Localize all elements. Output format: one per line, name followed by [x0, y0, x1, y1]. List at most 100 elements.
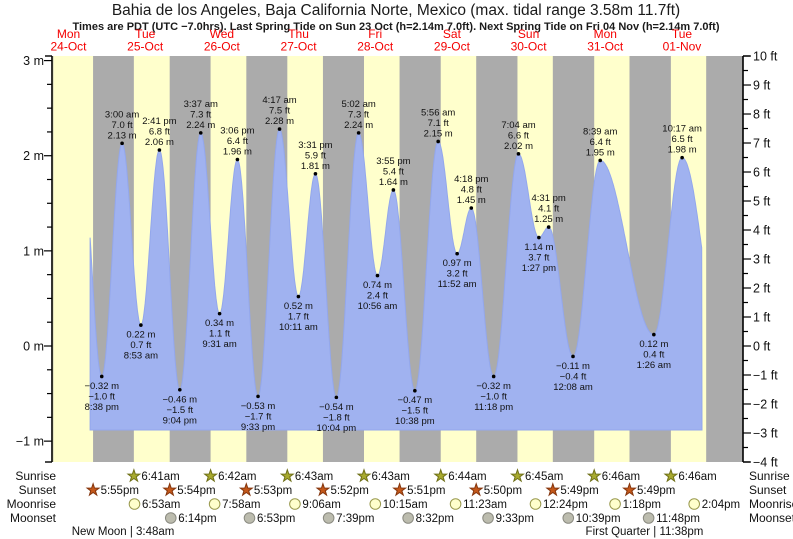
- moon-phase-label: First Quarter | 11:38pm: [586, 526, 704, 538]
- y-tick-label-m: 0 m: [23, 340, 44, 354]
- tide-extreme-dot: [217, 311, 222, 316]
- tide-annotation-high: 4:18 pm 4.8 ft 1.45 m: [454, 174, 488, 206]
- sunset-star-icon: [622, 482, 637, 497]
- tide-annotation-high: 4:17 am 7.5 ft 2.28 m: [262, 95, 296, 127]
- y-tick-label-ft: −1 ft: [753, 368, 778, 382]
- sunrise-time: 6:45am: [525, 471, 563, 483]
- moonrise-circle-icon: [449, 498, 462, 510]
- moonrise-time: 10:15am: [383, 499, 428, 511]
- tide-extreme-dot: [120, 141, 124, 146]
- row-label-left-sunrise: Sunrise: [15, 469, 56, 483]
- sunset-time: 5:53pm: [254, 485, 292, 497]
- axes: 3 m 2 m 1 m 0 m −1 m 10 ft 9 ft 8 ft 7 ft 6 ft 5 f…: [16, 50, 778, 470]
- sunrise-time: 6:42am: [218, 471, 256, 483]
- tide-extreme-dot: [652, 332, 656, 337]
- tide-extreme-dot: [356, 131, 361, 135]
- moonrise-circle-icon: [289, 498, 301, 510]
- sunset-star-icon: [392, 482, 408, 497]
- tide-extreme-dot: [139, 323, 143, 327]
- tide-annotation-low: −0.53 m −1.7 ft 9:33 pm: [241, 401, 276, 433]
- day-label: Fri 28-Oct: [357, 27, 394, 54]
- sunset-star-icon: [162, 482, 178, 497]
- sunrise-time: 6:43am: [295, 471, 333, 483]
- tide-annotation-high: 3:55 pm 5.4 ft 1.64 m: [376, 156, 410, 188]
- sunset-star-icon: [468, 482, 484, 497]
- tide-annotation-high: 3:37 am 7.3 ft 2.24 m: [184, 99, 218, 131]
- tide-extreme-dot: [455, 251, 459, 256]
- moonset-time: 10:39pm: [576, 513, 621, 525]
- tide-extreme-dot: [277, 127, 282, 131]
- moonrise-circle-icon: [529, 498, 542, 510]
- y-tick-label-m: 1 m: [23, 244, 44, 258]
- sunset-star-icon: [315, 482, 331, 497]
- sunset-time: 5:51pm: [407, 485, 445, 497]
- day-label: Mon 31-Oct: [587, 27, 624, 54]
- day-label: Tue 01-Nov: [663, 27, 702, 54]
- day-labels: Mon 24-Oct Tue 25-Oct Wed 26-Oct Thu 27-Oct Fri 2…: [50, 27, 701, 54]
- tide-extreme-dot: [391, 188, 396, 192]
- tide-extreme-dot: [546, 225, 551, 229]
- moonrise-time: 7:58am: [222, 499, 260, 511]
- tide-extreme-dot: [491, 374, 496, 379]
- chart-subtitle: Times are PDT (UTC −7.0hrs). Last Spring…: [72, 21, 719, 33]
- day-label: Mon 24-Oct: [50, 27, 87, 54]
- chart-title: Bahia de los Angeles, Baja California No…: [112, 2, 680, 19]
- moonset-time: 9:33pm: [496, 513, 534, 525]
- y-tick-label-ft: 0 ft: [753, 340, 771, 354]
- sunrise-star-icon: [663, 468, 679, 483]
- tide-extreme-dot: [313, 171, 318, 176]
- tide-annotation-high: 4:31 pm 4.1 ft 1.25 m: [532, 193, 566, 225]
- moonrise-time: 1:18pm: [623, 499, 661, 511]
- moonrise-circle-icon: [208, 498, 221, 510]
- sunset-time: 5:54pm: [177, 485, 215, 497]
- y-tick-label-ft: 9 ft: [753, 79, 771, 93]
- moonset-time: 6:53pm: [257, 513, 295, 525]
- tide-annotation-high: 5:02 am 7.3 ft 2.24 m: [341, 99, 375, 131]
- moonset-circle-icon: [562, 512, 575, 524]
- sunrise-time: 6:46am: [678, 471, 716, 483]
- tide-extreme-dot: [436, 139, 440, 144]
- y-tick-label-ft: 3 ft: [753, 253, 771, 267]
- moonrise-circle-icon: [128, 498, 141, 510]
- moonrise-circle-icon: [609, 498, 621, 510]
- moonset-circle-icon: [402, 512, 414, 524]
- tide-annotation-low: 1.14 m 3.7 ft 1:27 pm: [522, 242, 556, 274]
- y-tick-label-m: 3 m: [23, 54, 44, 68]
- row-label-right-moonset: Moonset: [749, 511, 793, 525]
- tide-extreme-dot: [99, 374, 104, 379]
- tide-extreme-dot: [537, 235, 541, 240]
- sunrise-time: 6:46am: [602, 471, 640, 483]
- sunset-star-icon: [85, 482, 101, 497]
- tide-extreme-dot: [198, 131, 203, 135]
- tide-extreme-dot: [375, 273, 380, 278]
- row-label-left-moonrise: Moonrise: [7, 497, 57, 511]
- tide-annotation-low: 0.97 m 3.2 ft 11:52 am: [438, 258, 477, 290]
- moonrise-time: 2:04pm: [702, 499, 740, 511]
- moonrise-time: 9:06am: [302, 499, 340, 511]
- tide-extreme-dot: [598, 158, 603, 163]
- sunrise-time: 6:41am: [141, 471, 179, 483]
- sunrise-star-icon: [356, 468, 372, 483]
- tide-annotation-low: −0.54 m −1.8 ft 10:04 pm: [317, 402, 357, 434]
- sunrise-star-icon: [586, 468, 602, 483]
- moonset-time: 11:48pm: [656, 513, 700, 525]
- tide-extreme-dot: [178, 387, 182, 392]
- day-label: Thu 27-Oct: [281, 27, 318, 54]
- y-tick-label-m: −1 m: [16, 435, 44, 449]
- sunset-time: 5:49pm: [560, 485, 598, 497]
- tide-annotation-low: 0.52 m 1.7 ft 10:11 am: [279, 301, 318, 333]
- y-tick-label-ft: −3 ft: [753, 426, 778, 440]
- tide-annotation-high: 3:06 pm 6.4 ft 1.96 m: [220, 126, 254, 158]
- moonset-time: 6:14pm: [178, 513, 216, 525]
- day-label: Tue 25-Oct: [127, 27, 164, 54]
- row-label-right-moonrise: Moonrise: [749, 497, 793, 511]
- tide-annotation-high: 7:04 am 6.6 ft 2.02 m: [501, 120, 535, 152]
- sunrise-star-icon: [279, 468, 295, 483]
- row-label-left-moonset: Moonset: [10, 511, 57, 525]
- row-label-right-sunset: Sunset: [749, 483, 787, 497]
- sunset-time: 5:52pm: [330, 485, 368, 497]
- tide-annotation-high: 3:00 am 7.0 ft 2.13 m: [105, 109, 139, 141]
- moon-phase-label: New Moon | 3:48am: [72, 526, 175, 538]
